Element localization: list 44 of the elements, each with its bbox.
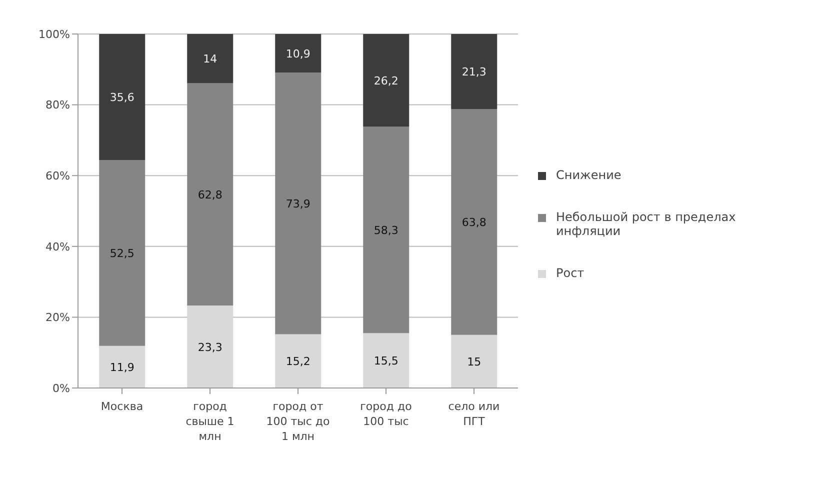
bar bbox=[451, 334, 498, 388]
data-label: 15,2 bbox=[286, 355, 310, 368]
x-tick-label: город до 100 тыс bbox=[360, 400, 412, 428]
data-label: 62,8 bbox=[198, 188, 222, 202]
legend-label: Небольшой рост в пределах инфляции bbox=[556, 210, 737, 238]
bar bbox=[275, 34, 322, 73]
data-label: 15,5 bbox=[374, 354, 398, 368]
bar bbox=[275, 72, 322, 334]
data-label: 63,8 bbox=[462, 216, 486, 229]
y-tick-label: 60% bbox=[46, 170, 70, 183]
bar bbox=[451, 109, 498, 335]
bar bbox=[275, 334, 322, 388]
data-label: 26,2 bbox=[374, 74, 398, 88]
bar bbox=[187, 34, 234, 84]
bar bbox=[187, 83, 234, 306]
bar bbox=[451, 34, 498, 110]
bar bbox=[99, 346, 146, 388]
y-tick-label: 100% bbox=[38, 28, 70, 41]
bar bbox=[363, 126, 410, 334]
y-tick-label: 20% bbox=[46, 311, 70, 324]
data-label: 73,9 bbox=[286, 197, 310, 210]
data-label: 15 bbox=[467, 355, 482, 368]
y-tick-label: 40% bbox=[46, 240, 70, 254]
x-tick-label: село или ПГТ bbox=[448, 400, 500, 428]
y-tick-label: 0% bbox=[52, 382, 70, 395]
bar bbox=[99, 160, 146, 346]
x-tick-label: город от 100 тыс до 1 млн bbox=[266, 400, 330, 443]
x-tick-label: Москва bbox=[100, 400, 144, 413]
legend-label: Снижение bbox=[556, 168, 622, 182]
bar bbox=[363, 333, 410, 388]
y-tick-label: 80% bbox=[46, 98, 70, 112]
data-label: 58,3 bbox=[374, 224, 398, 237]
data-label: 23,3 bbox=[198, 340, 222, 354]
bar bbox=[363, 34, 410, 127]
legend-label: Рост bbox=[556, 266, 584, 280]
data-label: 10,9 bbox=[286, 47, 310, 60]
bar bbox=[99, 34, 146, 160]
data-label: 35,6 bbox=[110, 91, 134, 104]
data-label: 21,3 bbox=[462, 66, 486, 79]
data-label: 52,5 bbox=[110, 246, 134, 260]
bar bbox=[187, 306, 234, 388]
data-label: 11,9 bbox=[110, 360, 134, 374]
data-label: 14 bbox=[203, 52, 218, 66]
x-tick-label: город свыше 1 млн bbox=[186, 400, 234, 443]
